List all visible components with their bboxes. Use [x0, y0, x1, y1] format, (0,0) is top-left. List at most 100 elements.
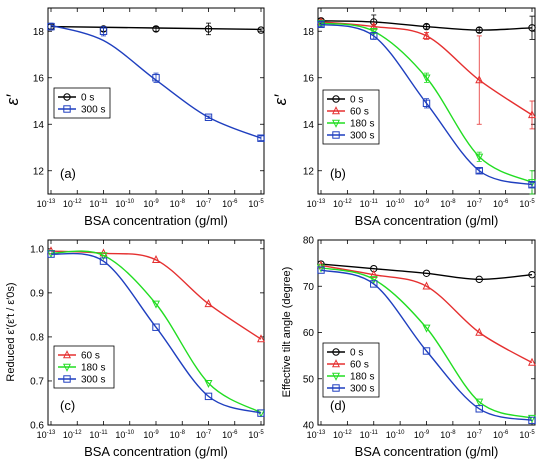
data-point	[528, 181, 536, 189]
x-tick-label: 10-5	[519, 199, 535, 209]
y-tick-label: 50	[303, 374, 315, 385]
legend-label: 0 s	[81, 93, 94, 104]
data-point	[370, 280, 378, 288]
series-line	[320, 264, 533, 364]
x-tick-label: 10-8	[440, 199, 456, 209]
data-point	[257, 26, 265, 34]
x-axis-label: BSA concentration (g/ml)	[355, 213, 499, 228]
series-line	[320, 267, 533, 419]
chart-panel-1: 10-13 10-12 10-11 10-10 10-9 10-8 10-7 10-6 10-5…	[3, 7, 265, 228]
series-300s	[47, 22, 265, 142]
x-tick-label: 10-10	[386, 430, 405, 440]
data-point	[475, 275, 483, 284]
legend-label: 180 s	[350, 119, 374, 130]
data-point	[369, 269, 378, 278]
data-point	[151, 255, 161, 264]
x-tick-label: 10-6	[222, 199, 238, 209]
x-axis-label: BSA concentration (g/ml)	[84, 444, 228, 459]
data-point	[475, 327, 484, 336]
data-point	[369, 28, 378, 37]
data-point	[527, 179, 537, 188]
series-0s	[317, 14, 536, 40]
legend-marker	[331, 119, 341, 128]
x-tick-label: 10-6	[493, 199, 509, 209]
y-tick-label: 0.6	[30, 421, 44, 432]
x-tick-label: 10-7	[196, 430, 212, 440]
y-tick-label: 16	[303, 73, 315, 84]
data-point	[204, 299, 213, 308]
legend-marker	[62, 350, 72, 359]
y-tick-label: 60	[303, 328, 315, 339]
series-300s	[317, 266, 536, 425]
x-tick-label: 10-11	[360, 199, 379, 209]
x-tick-label: 10-13	[37, 199, 56, 209]
x-tick-label: 10-6	[222, 430, 238, 440]
legend-label: 0 s	[350, 95, 363, 106]
series-180s	[316, 19, 537, 195]
data-point	[47, 250, 55, 258]
y-axis-label: ε′	[271, 94, 290, 105]
legend-marker	[332, 348, 340, 356]
x-tick-label: 10-7	[196, 199, 212, 209]
series-line	[50, 252, 262, 414]
x-tick-label: 10-11	[89, 199, 108, 209]
y-tick-label: 18	[303, 27, 315, 38]
y-tick-label: 12	[303, 166, 315, 177]
y-tick-label: 12	[33, 166, 45, 177]
series-line	[50, 250, 262, 414]
data-point	[99, 257, 108, 265]
y-tick-label: 14	[33, 120, 45, 131]
x-tick-label: 10-12	[333, 430, 352, 440]
x-tick-label: 10-12	[333, 199, 352, 209]
legend-label: 60 s	[350, 360, 369, 371]
series-300s	[47, 250, 265, 417]
legend-marker	[331, 106, 341, 115]
data-point	[422, 269, 431, 277]
x-tick-label: 10-9	[414, 430, 430, 440]
x-axis-label: BSA concentration (g/ml)	[84, 213, 228, 228]
legend-label: 300 s	[81, 105, 105, 116]
x-axis-label: BSA concentration (g/ml)	[355, 444, 499, 459]
data-point	[369, 276, 378, 285]
legend-label: 180 s	[81, 363, 105, 374]
data-point	[317, 266, 325, 274]
legend-marker	[332, 384, 340, 392]
data-point	[257, 134, 265, 142]
y-tick-label: 16	[33, 73, 45, 84]
plot-frame	[47, 239, 265, 426]
y-tick-label: 80	[303, 236, 315, 247]
data-point	[422, 324, 431, 333]
data-point	[527, 414, 537, 423]
legend-marker	[63, 105, 71, 113]
x-tick-label: 10-9	[414, 199, 430, 209]
data-point	[422, 74, 431, 83]
data-point	[152, 74, 160, 82]
x-tick-label: 10-8	[170, 199, 186, 209]
y-tick-label: 14	[303, 120, 315, 131]
panel-tag: (c)	[60, 398, 75, 413]
legend-marker	[63, 93, 71, 101]
y-tick-label: 0.9	[30, 288, 44, 299]
data-point	[316, 19, 326, 28]
y-tick-label: 40	[303, 421, 315, 432]
legend-marker	[331, 372, 341, 381]
x-tick-label: 10-10	[386, 199, 405, 209]
chart-panel-2: 10-13 10-12 10-11 10-10 10-9 10-8 10-7 10-6 10-5…	[271, 7, 537, 228]
data-point	[257, 409, 265, 417]
data-point	[475, 167, 483, 175]
series-300s	[317, 20, 536, 189]
data-point	[475, 26, 483, 34]
data-point	[527, 110, 537, 119]
data-point	[422, 22, 431, 31]
data-point	[422, 347, 431, 355]
x-tick-label: 10-5	[248, 430, 264, 440]
data-point	[370, 32, 378, 40]
legend-label: 300 s	[350, 131, 374, 142]
legend-label: 180 s	[350, 372, 374, 383]
y-axis-label: Effective tilt angle (degree)	[281, 267, 293, 398]
legend-marker	[331, 359, 341, 368]
x-tick-label: 10-5	[519, 430, 535, 440]
